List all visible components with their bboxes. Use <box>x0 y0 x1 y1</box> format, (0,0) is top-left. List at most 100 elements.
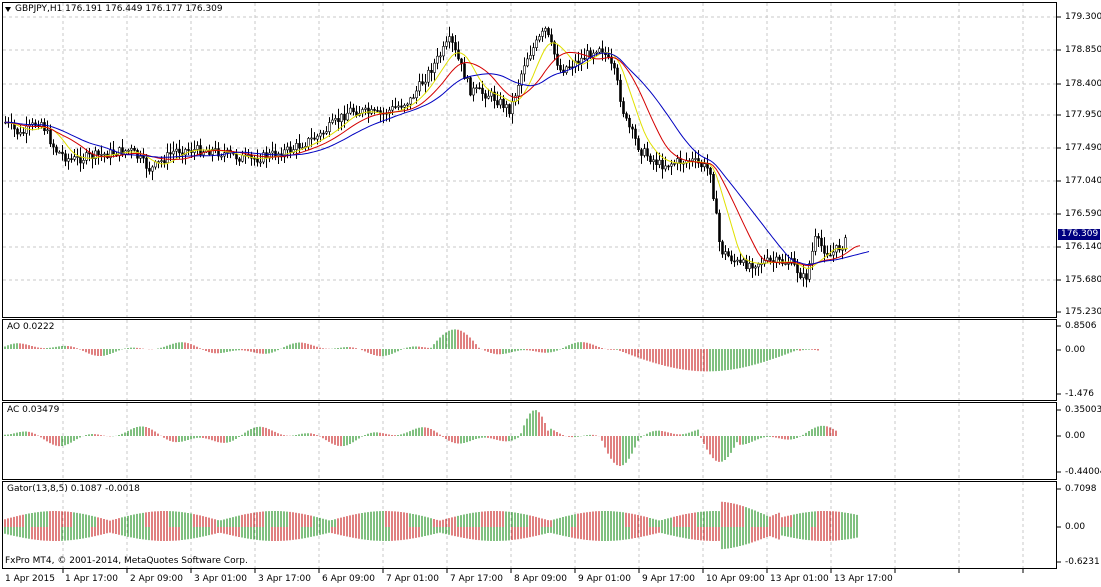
main-chart-title: GBPJPY,H1 176.191 176.449 176.177 176.30… <box>15 4 223 14</box>
price-candle <box>295 143 298 150</box>
price-candle <box>757 263 760 268</box>
ao-tick: -1.476 <box>1065 389 1095 399</box>
price-candle <box>70 158 73 160</box>
price-candle <box>337 118 340 123</box>
chart-menu-arrow-icon[interactable] <box>5 7 11 12</box>
price-candle <box>130 148 133 151</box>
price-candle <box>238 158 241 162</box>
gator-tick: 0.00 <box>1065 522 1086 532</box>
price-candle <box>754 266 757 269</box>
price-candle <box>697 158 700 164</box>
price-candle <box>520 73 523 86</box>
price-candle <box>427 69 430 83</box>
price-candle <box>811 250 814 264</box>
price-candle <box>217 148 220 157</box>
price-candle <box>739 259 742 263</box>
price-candle <box>118 147 121 156</box>
price-candle <box>433 62 436 73</box>
price-candle <box>67 158 70 162</box>
price-candle <box>658 159 661 165</box>
price-candle <box>184 149 187 156</box>
price-candle <box>637 138 640 151</box>
price-candle <box>325 131 328 134</box>
price-candle <box>673 163 676 165</box>
price-candle <box>784 263 787 265</box>
price-candle <box>547 28 550 36</box>
price-candle <box>622 101 625 114</box>
price-candle <box>709 167 712 175</box>
price-candle <box>310 137 313 140</box>
price-candle <box>256 158 259 163</box>
price-candle <box>484 93 487 99</box>
price-candle <box>763 260 766 265</box>
time-tick: 13 Apr 17:00 <box>834 574 893 584</box>
price-candle <box>340 113 343 123</box>
price-candle <box>259 161 262 164</box>
price-candle <box>418 81 421 92</box>
price-candle <box>565 66 568 73</box>
price-candle <box>523 65 526 75</box>
ao-tick: 0.8506 <box>1065 321 1097 331</box>
price-candle <box>331 119 334 123</box>
price-candle <box>766 257 769 261</box>
price-candle <box>214 148 217 150</box>
time-tick: 3 Apr 01:00 <box>194 574 247 584</box>
price-candle <box>322 132 325 135</box>
price-candle <box>397 105 400 108</box>
price-candle <box>376 110 379 112</box>
price-candle <box>727 251 730 257</box>
price-candle <box>424 81 427 85</box>
price-candle <box>448 36 451 43</box>
price-candle <box>166 152 169 164</box>
time-tick: 6 Apr 09:00 <box>322 574 375 584</box>
time-tick: 3 Apr 17:00 <box>258 574 311 584</box>
price-candle <box>610 56 613 64</box>
price-candle <box>529 55 532 60</box>
price-candle <box>283 149 286 158</box>
main-panel-frame <box>2 2 1057 318</box>
price-candle <box>343 113 346 121</box>
price-candle <box>139 155 142 159</box>
price-candle <box>664 165 667 170</box>
price-candle <box>235 153 238 160</box>
price-candle <box>541 30 544 37</box>
price-candle <box>787 262 790 265</box>
price-candle <box>496 100 499 106</box>
price-candle <box>319 132 322 137</box>
time-tick: 1 Apr 2015 <box>5 574 55 584</box>
price-candle <box>436 55 439 64</box>
price-candle <box>136 150 139 159</box>
price-candle <box>499 98 502 106</box>
price-candle <box>196 145 199 150</box>
price-candle <box>52 143 55 148</box>
price-candle <box>403 104 406 108</box>
price-candle <box>649 155 652 163</box>
price-candle <box>463 63 466 79</box>
price-candle <box>415 90 418 99</box>
price-candle <box>79 156 82 164</box>
price-candle <box>703 163 706 168</box>
price-candle <box>298 143 301 149</box>
price-candle <box>667 165 670 168</box>
ma-slow-line <box>5 52 870 266</box>
price-candle <box>46 129 49 132</box>
price-candle <box>187 149 190 151</box>
price-candle <box>442 46 445 57</box>
price-candle <box>742 259 745 263</box>
time-tick: 8 Apr 09:00 <box>514 574 567 584</box>
price-candle <box>712 174 715 200</box>
ac-tick: -0.44004 <box>1065 467 1101 477</box>
price-candle <box>661 159 664 170</box>
price-candle <box>103 153 106 156</box>
price-candle <box>148 168 151 172</box>
price-candle <box>289 146 292 153</box>
price-candle <box>352 107 355 113</box>
price-candle <box>172 150 175 155</box>
price-candle <box>823 245 826 254</box>
price-candle <box>313 137 316 140</box>
price-candle <box>364 107 367 110</box>
ac-title: AC 0.03479 <box>7 405 60 415</box>
ac-tick: 0.00 <box>1065 431 1086 441</box>
price-candle <box>694 158 697 160</box>
